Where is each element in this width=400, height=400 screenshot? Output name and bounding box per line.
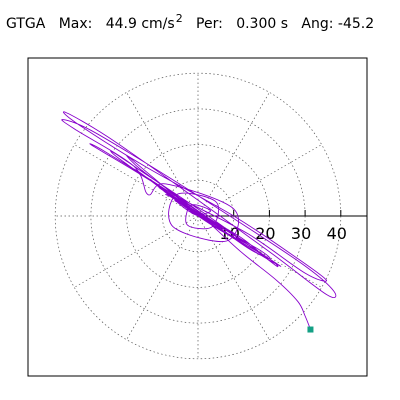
angle-value: -45.2	[337, 16, 375, 32]
tick-label-20: 20	[255, 224, 275, 243]
max-exponent: 2	[175, 12, 183, 25]
end-marker	[307, 326, 314, 333]
period-label: Per:	[196, 16, 223, 32]
grid-spoke-30	[197, 144, 322, 217]
chart-header: GTGA Max: 44.9 cm/s2 Per: 0.300 s Ang: -…	[6, 12, 375, 40]
grid-spoke-210	[74, 215, 199, 288]
angle-label: Ang:	[301, 16, 334, 32]
max-label: Max:	[58, 16, 93, 32]
tick-label-40: 40	[327, 224, 347, 243]
tick-label-30: 30	[291, 224, 311, 243]
plot-frame	[27, 57, 368, 377]
max-value: 44.9 cm/s	[105, 16, 175, 32]
station-label: GTGA	[6, 16, 46, 32]
orbit-trace	[61, 111, 337, 330]
grid-spoke-120	[126, 92, 199, 217]
period-value: 0.300 s	[236, 16, 289, 32]
